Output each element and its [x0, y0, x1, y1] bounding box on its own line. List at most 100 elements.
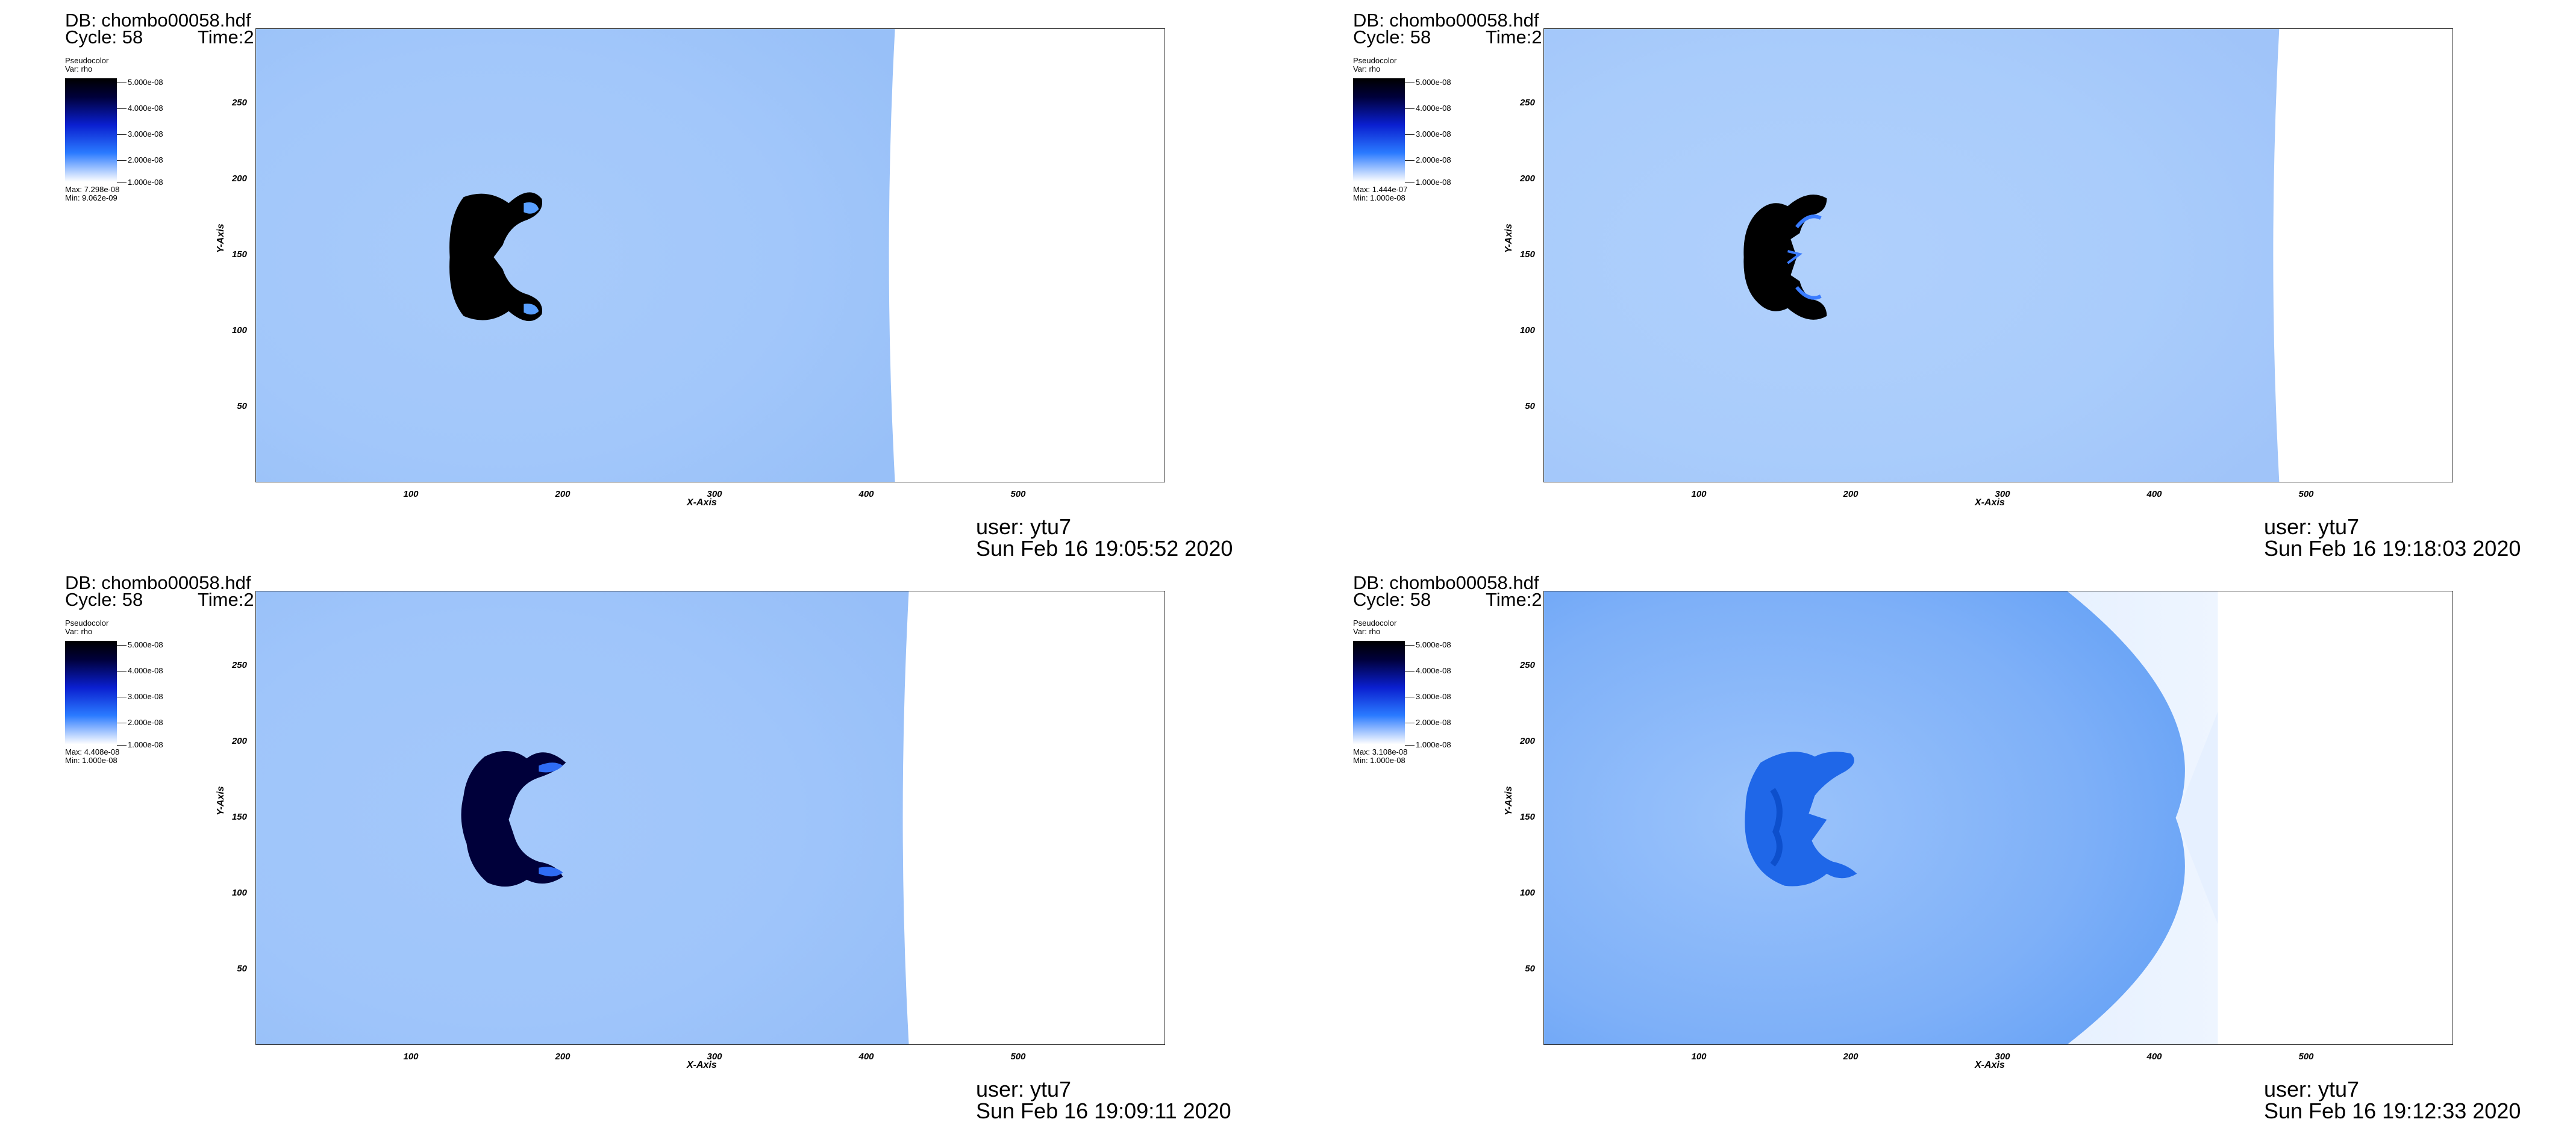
color-legend: Pseudocolor Var: rho 5.000e-08 4.000e-08…: [65, 57, 222, 213]
cycle-label: Cycle: 58 Time:2.9e-05: [1353, 26, 1595, 48]
color-legend: Pseudocolor Var: rho 5.000e-08 4.000e-08…: [1353, 619, 1510, 776]
legend-tick: 5.000e-08: [117, 78, 163, 86]
db-label: DB: chombo00058.hdf: [1353, 572, 1539, 593]
x-tick: 300: [1995, 489, 2010, 499]
y-tick: 50: [1525, 964, 1535, 974]
pseudocolor-plot: [1543, 28, 2453, 482]
y-axis-label: Y-Axis: [216, 223, 226, 253]
legend-var: Var: rho: [65, 64, 93, 73]
density-field: [256, 591, 909, 1044]
x-tick: 100: [403, 489, 419, 499]
y-tick: 50: [1525, 401, 1535, 411]
legend-tick: 1.000e-08: [1405, 178, 1451, 186]
db-label: DB: chombo00058.hdf: [1353, 10, 1539, 31]
y-tick: 150: [231, 812, 247, 822]
dense-clump: [1743, 195, 1827, 320]
legend-tick: 2.000e-08: [1405, 156, 1451, 164]
x-tick: 400: [858, 1052, 874, 1062]
y-tick: 250: [231, 98, 247, 108]
user-label: user: ytu7: [2264, 1077, 2360, 1102]
colorbar: [65, 641, 117, 744]
legend-tick: 5.000e-08: [117, 641, 163, 649]
y-tick: 100: [1519, 325, 1535, 335]
x-tick: 200: [555, 489, 571, 499]
x-tick: 300: [707, 489, 722, 499]
colorbar: [1353, 641, 1405, 744]
y-tick: 200: [231, 173, 247, 184]
y-tick: 250: [231, 660, 247, 670]
y-tick: 200: [1519, 736, 1535, 746]
density-field: [1544, 29, 2280, 482]
date-label: Sun Feb 16 19:18:03 2020: [2264, 536, 2521, 561]
colorbar: [1353, 78, 1405, 182]
x-tick: 500: [1010, 1052, 1026, 1062]
x-tick: 100: [403, 1052, 419, 1062]
legend-min: Min: 1.000e-08: [65, 756, 117, 765]
x-tick: 300: [707, 1052, 722, 1062]
x-axis-label: X-Axis: [1975, 1060, 2005, 1070]
date-label: Sun Feb 16 19:05:52 2020: [976, 536, 1233, 561]
user-label: user: ytu7: [976, 514, 1072, 539]
y-tick: 250: [1519, 660, 1535, 670]
x-tick: 500: [2298, 1052, 2314, 1062]
legend-tick: 4.000e-08: [117, 104, 163, 112]
x-tick: 100: [1691, 1052, 1707, 1062]
cycle-text: Cycle: 58: [1353, 589, 1431, 610]
x-tick: 100: [1691, 489, 1707, 499]
x-tick: 500: [1010, 489, 1026, 499]
pseudocolor-plot: [255, 591, 1165, 1045]
legend-tick: 1.000e-08: [1405, 741, 1451, 749]
legend-min: Min: 9.062e-09: [65, 193, 117, 202]
legend-tick: 2.000e-08: [117, 156, 163, 164]
plot-panel-2: DB: chombo00058.hdf Cycle: 58 Time:2.9e-0…: [1288, 0, 2576, 562]
y-tick: 150: [1519, 812, 1535, 822]
cycle-label: Cycle: 58 Time:2.9e-05: [65, 590, 307, 609]
legend-title: Pseudocolor: [65, 619, 109, 628]
date-label: Sun Feb 16 19:09:11 2020: [976, 1099, 1231, 1123]
dense-clump: [449, 192, 542, 322]
legend-tick: 1.000e-08: [117, 741, 163, 749]
cycle-text: Cycle: 58: [65, 26, 143, 48]
x-tick: 200: [1843, 1052, 1859, 1062]
x-axis-label: X-Axis: [687, 497, 717, 508]
user-label: user: ytu7: [2264, 514, 2360, 539]
density-field: [256, 29, 895, 482]
y-axis-label: Y-Axis: [1504, 223, 1514, 253]
legend-tick: 4.000e-08: [117, 667, 163, 675]
legend-var: Var: rho: [1353, 627, 1381, 636]
cycle-label: Cycle: 58 Time:2.9e-05: [65, 26, 307, 48]
y-tick: 50: [237, 401, 247, 411]
legend-title: Pseudocolor: [1353, 56, 1397, 65]
legend-var: Var: rho: [65, 627, 93, 636]
x-tick: 300: [1995, 1052, 2010, 1062]
x-tick: 400: [2146, 1052, 2162, 1062]
legend-tick: 2.000e-08: [1405, 718, 1451, 726]
pseudocolor-plot: [255, 28, 1165, 482]
pseudocolor-plot: [1543, 591, 2453, 1045]
y-tick: 100: [231, 888, 247, 898]
y-axis-label: Y-Axis: [216, 786, 226, 815]
x-tick: 400: [858, 489, 874, 499]
legend-max: Max: 4.408e-08: [65, 747, 120, 756]
color-legend: Pseudocolor Var: rho 5.000e-08 4.000e-08…: [1353, 57, 1510, 213]
y-axis-label: Y-Axis: [1504, 786, 1514, 815]
legend-title: Pseudocolor: [65, 56, 109, 65]
legend-min: Min: 1.000e-08: [1353, 756, 1405, 765]
dense-clump: [461, 750, 566, 887]
color-legend: Pseudocolor Var: rho 5.000e-08 4.000e-08…: [65, 619, 222, 776]
plot-panel-1: DB: chombo00058.hdf Cycle: 58 Time:2.9e-0…: [0, 0, 1288, 562]
x-tick: 200: [555, 1052, 571, 1062]
cycle-text: Cycle: 58: [1353, 26, 1431, 48]
legend-tick: 3.000e-08: [117, 693, 163, 700]
legend-max: Max: 7.298e-08: [65, 185, 120, 194]
legend-tick: 3.000e-08: [1405, 693, 1451, 700]
y-tick: 100: [231, 325, 247, 335]
colorbar: [65, 78, 117, 182]
y-tick: 150: [1519, 249, 1535, 260]
x-tick: 400: [2146, 489, 2162, 499]
y-tick: 200: [231, 736, 247, 746]
y-tick: 150: [231, 249, 247, 260]
density-field: [1544, 591, 2218, 1044]
y-tick: 100: [1519, 888, 1535, 898]
